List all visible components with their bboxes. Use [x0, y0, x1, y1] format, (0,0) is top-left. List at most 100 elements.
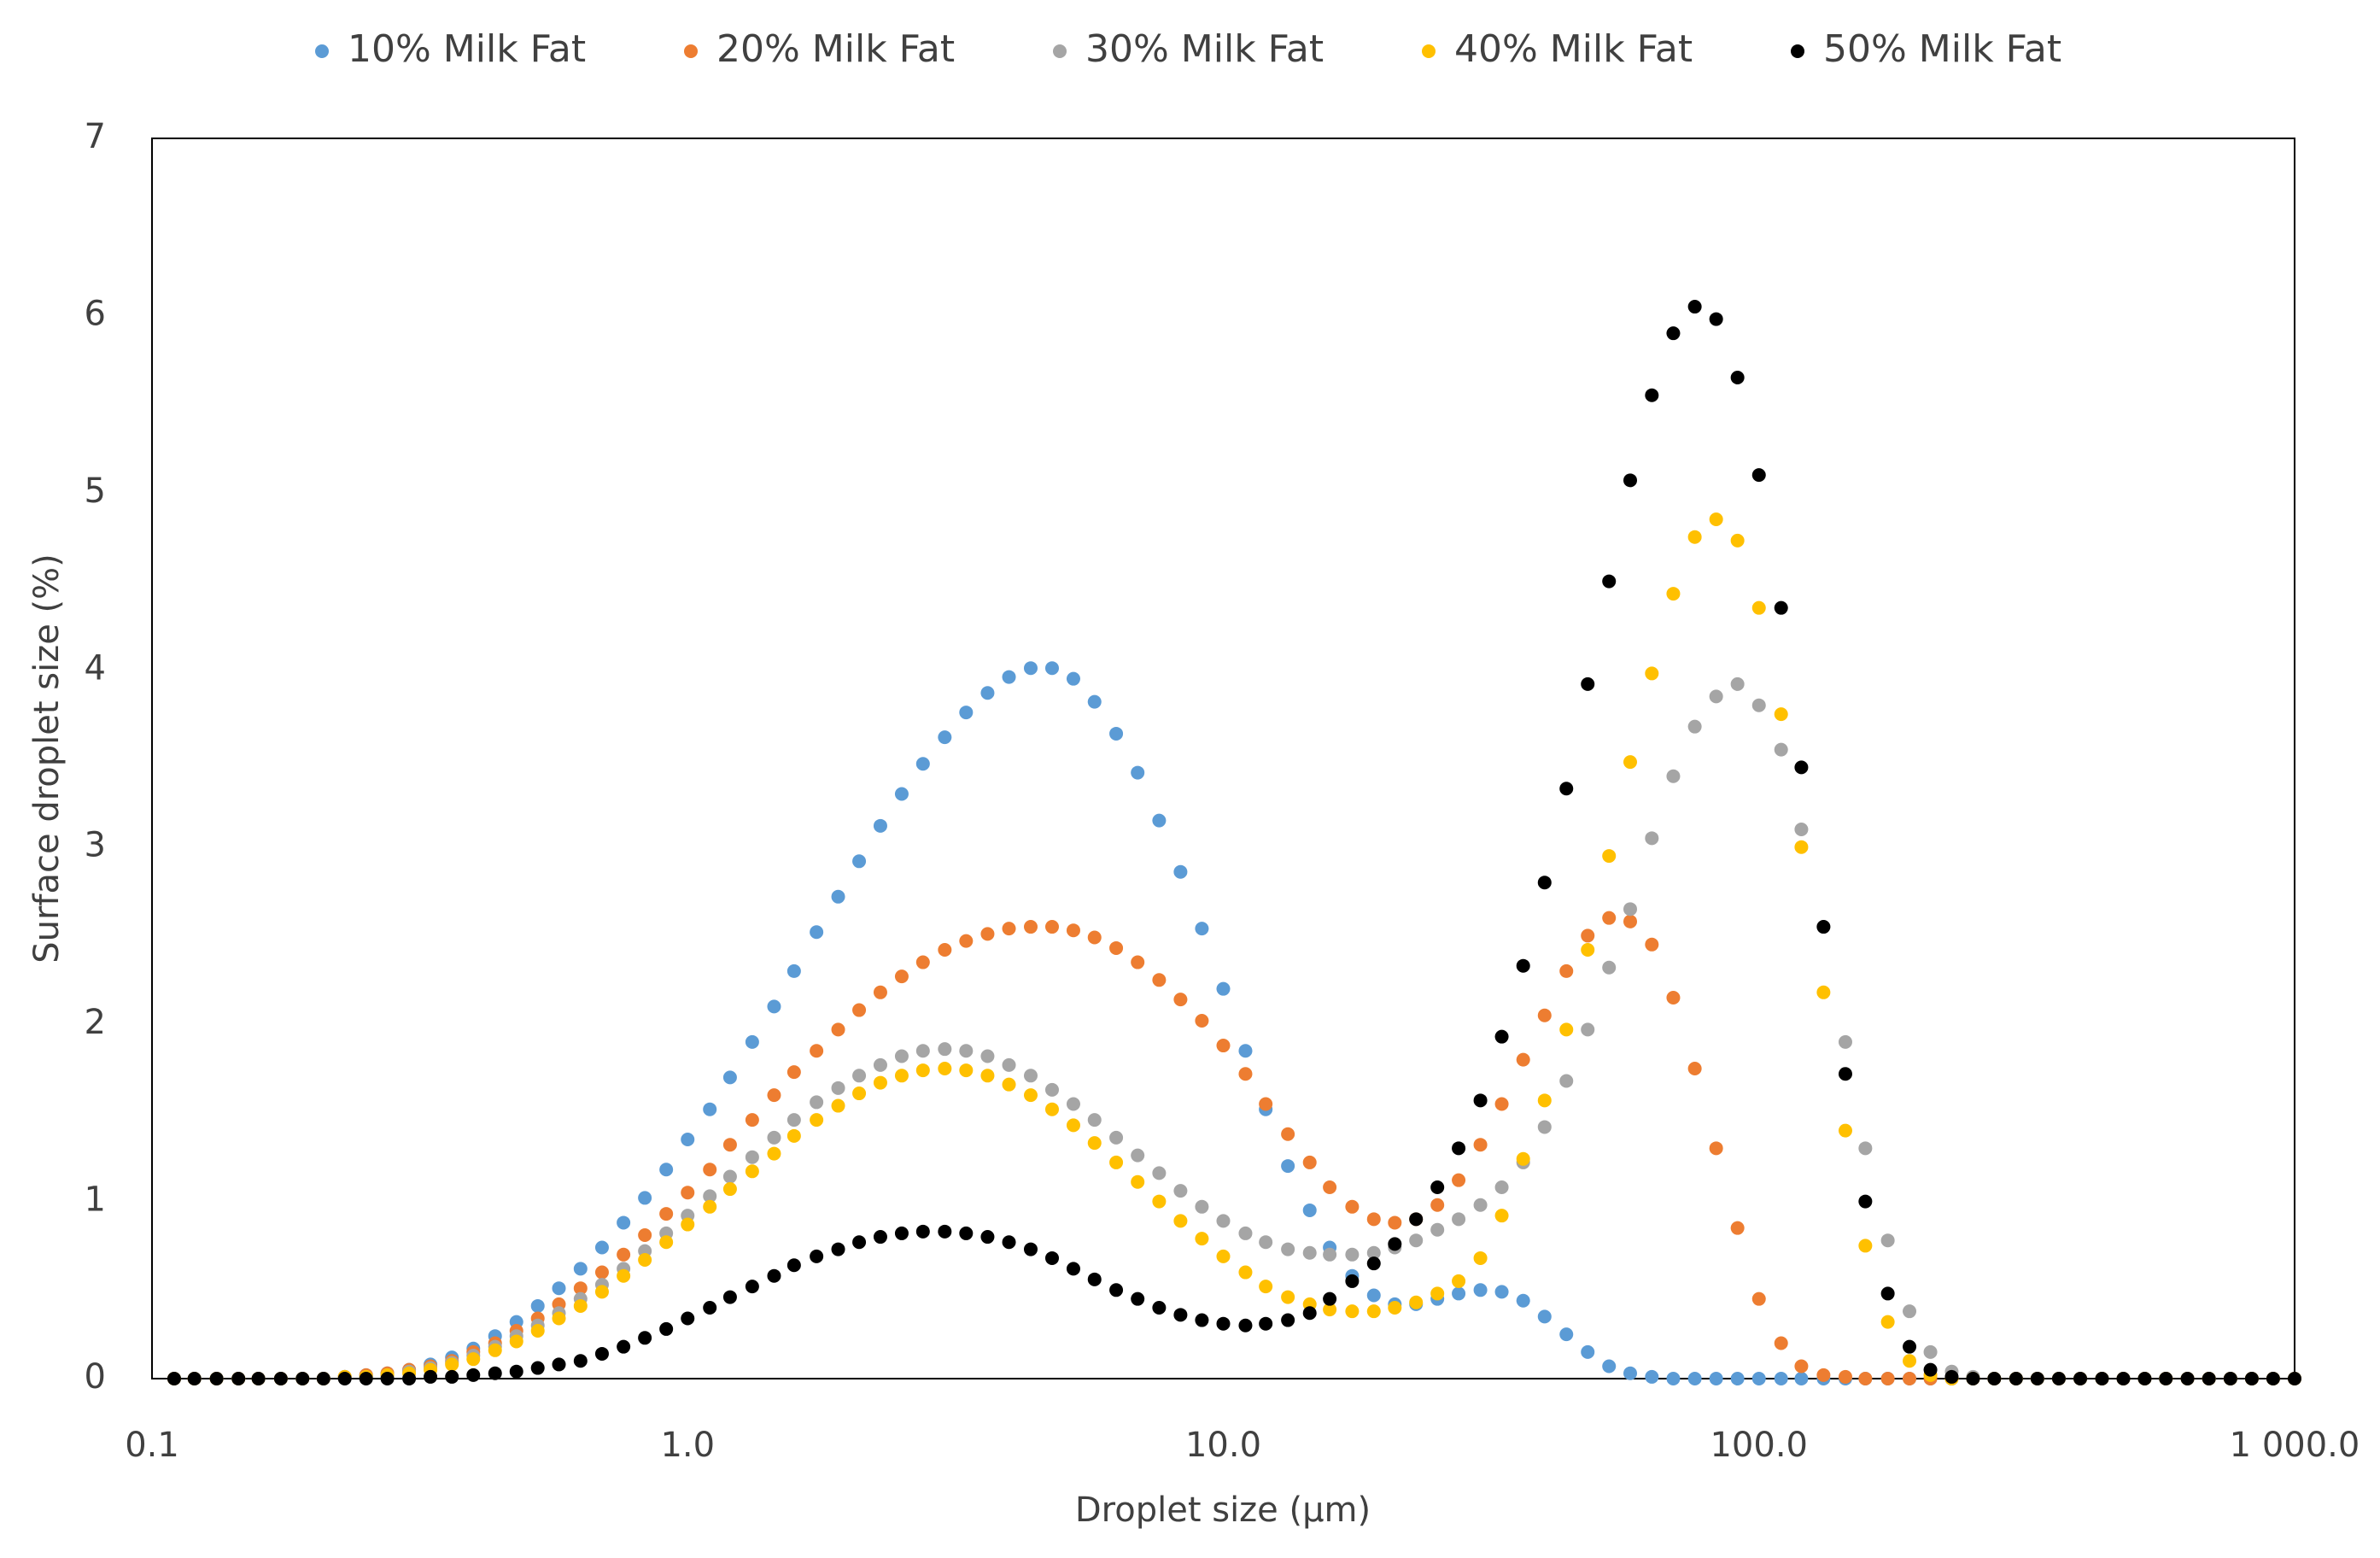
data-point — [1581, 676, 1595, 691]
y-tick-label: 7 — [85, 117, 106, 156]
data-point — [745, 1280, 759, 1294]
data-point — [594, 1265, 609, 1280]
data-point — [831, 1242, 845, 1256]
data-point — [2009, 1372, 2023, 1385]
data-point — [638, 1227, 652, 1242]
data-point — [1794, 1372, 1809, 1385]
data-point — [1645, 831, 1659, 846]
data-point — [424, 1369, 438, 1384]
data-point — [1152, 1166, 1167, 1180]
data-point — [1323, 1292, 1337, 1306]
legend-label: 10% Milk Fat — [348, 27, 586, 71]
data-point — [1923, 1344, 1938, 1359]
legend-marker — [1791, 44, 1804, 58]
data-point — [852, 854, 867, 869]
data-point — [1281, 1159, 1295, 1174]
data-point — [1409, 1295, 1424, 1309]
data-point — [617, 1339, 631, 1354]
data-point — [530, 1323, 545, 1338]
data-point — [1903, 1354, 1917, 1368]
data-point — [573, 1354, 588, 1368]
data-point — [1302, 1306, 1317, 1321]
data-point — [1645, 1369, 1659, 1384]
data-point — [638, 1253, 652, 1268]
data-point — [722, 1070, 737, 1085]
data-point — [359, 1372, 373, 1385]
data-point — [316, 1372, 330, 1385]
data-point — [1173, 1308, 1188, 1322]
x-tick-label: 100.0 — [1710, 1426, 1808, 1465]
data-point — [1195, 1199, 1209, 1214]
data-point — [1452, 1286, 1466, 1301]
legend-label: 40% Milk Fat — [1454, 27, 1693, 71]
data-point — [1259, 1316, 1273, 1331]
x-tick-label: 10.0 — [1185, 1426, 1261, 1465]
data-point — [1751, 698, 1766, 712]
y-tick-label: 2 — [85, 1003, 106, 1042]
data-point — [1858, 1141, 1873, 1156]
data-point — [1559, 1022, 1574, 1037]
data-point — [959, 1063, 974, 1078]
data-point — [1581, 928, 1595, 943]
data-point — [831, 1098, 845, 1113]
data-point — [1666, 769, 1681, 783]
data-point — [1666, 587, 1681, 601]
data-point — [1494, 1285, 1509, 1299]
data-point — [831, 1022, 845, 1037]
data-point — [1002, 922, 1016, 936]
data-point — [1602, 574, 1617, 589]
data-point — [787, 1128, 801, 1143]
data-point — [167, 1372, 181, 1385]
data-point — [1838, 1369, 1852, 1384]
data-point — [681, 1217, 695, 1232]
data-point — [722, 1182, 737, 1197]
data-point — [1430, 1222, 1445, 1237]
data-point — [2266, 1372, 2280, 1385]
data-point — [1966, 1372, 1980, 1385]
data-point — [745, 1113, 759, 1128]
data-point — [852, 1086, 867, 1101]
data-point — [1687, 1062, 1702, 1075]
data-point — [938, 1042, 952, 1057]
data-point — [2288, 1372, 2301, 1385]
data-point — [1602, 911, 1617, 925]
data-point — [187, 1372, 202, 1385]
data-point — [1023, 1242, 1038, 1256]
data-point — [681, 1311, 695, 1326]
data-point — [1023, 661, 1038, 676]
data-point — [1666, 326, 1681, 341]
legend-label: 30% Milk Fat — [1085, 27, 1324, 71]
data-point — [722, 1290, 737, 1304]
data-point — [1880, 1233, 1895, 1248]
data-point — [509, 1364, 523, 1379]
data-point — [703, 1163, 717, 1177]
data-point — [1388, 1237, 1402, 1251]
data-point — [745, 1150, 759, 1164]
data-point — [1623, 914, 1638, 928]
data-point — [1002, 1235, 1016, 1250]
data-point — [1473, 1093, 1488, 1108]
data-point — [1537, 1309, 1552, 1324]
data-point — [1494, 1097, 1509, 1111]
data-point — [1087, 1272, 1102, 1286]
data-point — [1730, 676, 1745, 691]
data-point — [1903, 1304, 1917, 1319]
data-point — [1516, 1052, 1530, 1067]
data-point — [1537, 1008, 1552, 1022]
data-point — [1473, 1283, 1488, 1297]
data-point — [1816, 985, 1831, 999]
legend-marker — [684, 44, 698, 58]
data-point — [659, 1163, 674, 1177]
data-point — [638, 1191, 652, 1205]
data-point — [681, 1186, 695, 1200]
data-point — [1131, 955, 1145, 969]
data-point — [1087, 1113, 1102, 1128]
data-point — [1666, 991, 1681, 1005]
y-axis-title: Surface droplet size (%) — [27, 554, 67, 964]
data-point — [1302, 1245, 1317, 1260]
data-point — [787, 1258, 801, 1273]
data-point — [1774, 742, 1788, 757]
data-point — [1216, 1249, 1231, 1263]
data-point — [1345, 1274, 1360, 1288]
